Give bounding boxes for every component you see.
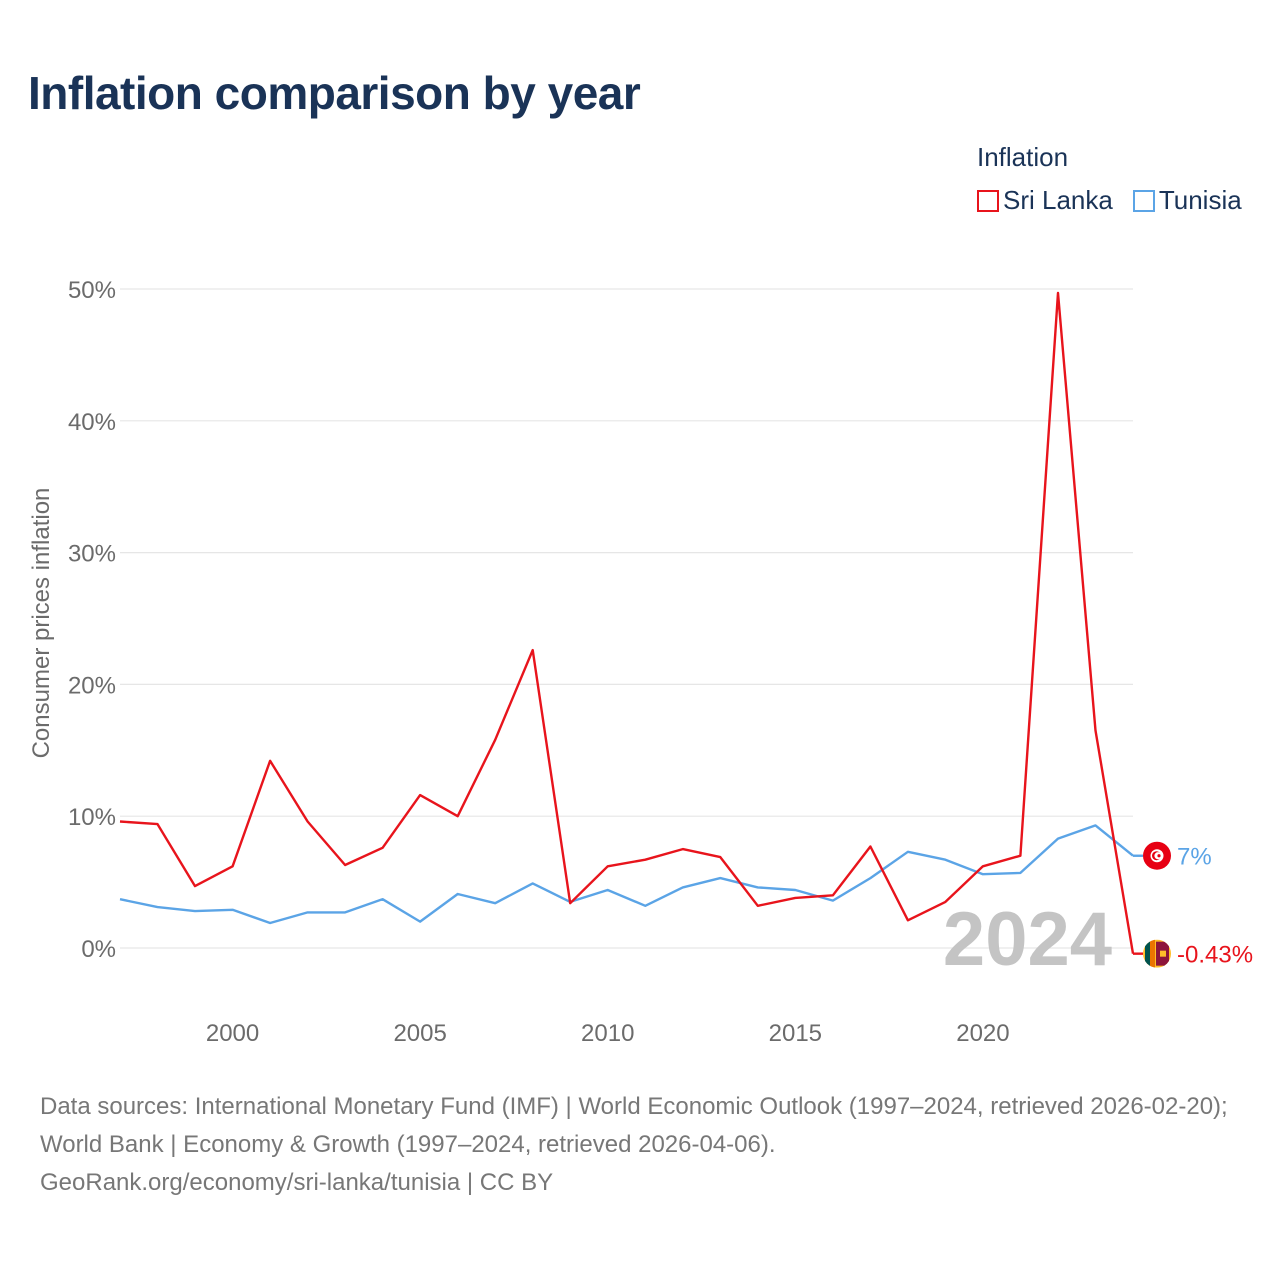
legend-label-sri-lanka: Sri Lanka [1003,185,1113,215]
y-tick-label: 50% [68,277,116,304]
legend-label-tunisia: Tunisia [1158,185,1242,215]
y-tick-label: 10% [68,804,116,831]
series-lines [119,291,1135,954]
series-endpoints: 7% -0.43% [1133,841,1253,969]
end-label-tunisia: 7% [1177,844,1212,871]
line-chart: 0% 10% 20% 30% 40% 50% 2000 2005 2010 2015 2020 2… [68,277,1253,1047]
y-tick-labels: 0% 10% 20% 30% 40% 50% [68,277,116,963]
data-sources: Data sources: International Monetary Fun… [40,1088,1250,1202]
y-tick-label: 20% [68,672,116,699]
y-tick-label: 40% [68,409,116,436]
series-line-tunisia [119,824,1134,925]
legend: Inflation Sri Lanka Tunisia [977,142,1242,216]
series-line-sri-lanka [119,291,1135,954]
year-watermark: 2024 [943,897,1112,982]
x-tick-label: 2020 [956,1020,1009,1047]
x-tick-label: 2010 [581,1020,634,1047]
x-tick-label: 2005 [393,1020,446,1047]
sources-link[interactable]: GeoRank.org/economy/sri-lanka/tunisia | … [40,1169,554,1196]
legend-item-sri-lanka[interactable]: Sri Lanka [977,185,1113,216]
x-tick-label: 2015 [769,1020,822,1047]
legend-items: Sri Lanka Tunisia [977,185,1242,216]
x-tick-labels: 2000 2005 2010 2015 2020 [206,1020,1010,1047]
legend-swatch-tunisia [1132,189,1155,212]
x-tick-label: 2000 [206,1020,259,1047]
sources-line-1: Data sources: International Monetary Fun… [40,1093,1228,1158]
legend-item-tunisia[interactable]: Tunisia [1132,185,1242,216]
y-tick-label: 0% [81,936,116,963]
legend-swatch-sri-lanka [977,189,999,212]
chart-title: Inflation comparison by year [28,67,641,119]
y-tick-label: 30% [68,541,116,568]
sri-lanka-flag-icon [1133,939,1171,968]
tunisia-flag-icon [1133,841,1171,870]
grid-lines [120,288,1133,949]
legend-title: Inflation [977,142,1069,172]
end-label-sri-lanka: -0.43% [1177,942,1253,969]
